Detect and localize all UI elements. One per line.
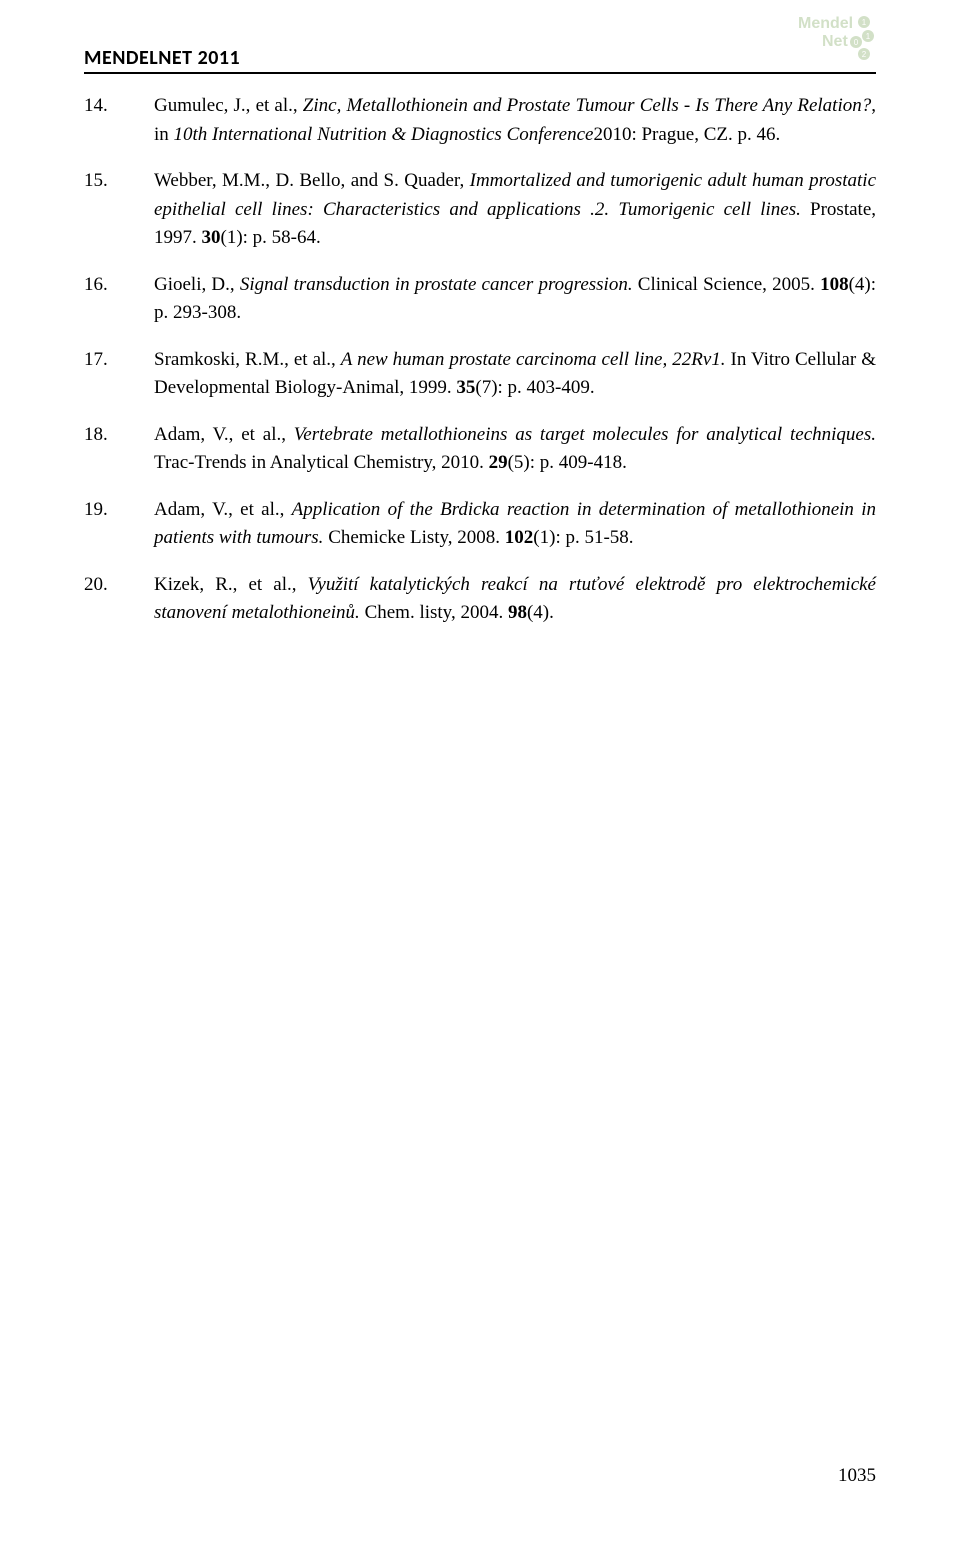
ref-title: Vertebrate metallothioneins as target mo… (294, 424, 876, 445)
ref-volume: 98 (508, 602, 527, 623)
page: Mendel Net 1 1 0 2 MENDELNET 2011 14. Gu… (0, 0, 960, 1541)
reference-body: Gioeli, D., Signal transduction in prost… (154, 271, 876, 328)
reference-body: Webber, M.M., D. Bello, and S. Quader, I… (154, 167, 876, 253)
svg-text:1: 1 (862, 18, 867, 27)
ref-volume: 29 (489, 452, 508, 473)
ref-authors: Gumulec, J., et al., (154, 95, 303, 116)
reference-item: 17. Sramkoski, R.M., et al., A new human… (84, 346, 876, 403)
ref-volume: 30 (202, 227, 221, 248)
reference-item: 20. Kizek, R., et al., Využití katalytic… (84, 571, 876, 628)
references-list: 14. Gumulec, J., et al., Zinc, Metalloth… (84, 92, 876, 628)
ref-rest: Clinical Science, 2005. (633, 274, 820, 295)
reference-number: 18. (84, 421, 154, 478)
reference-number: 15. (84, 167, 154, 253)
ref-volume: 35 (456, 377, 475, 398)
ref-authors: Webber, M.M., D. Bello, and S. Quader, (154, 170, 470, 191)
ref-rest: Trac-Trends in Analytical Chemistry, 201… (154, 452, 489, 473)
ref-rest: Chemicke Listy, 2008. (323, 527, 504, 548)
reference-item: 19. Adam, V., et al., Application of the… (84, 496, 876, 553)
ref-volume: 102 (505, 527, 534, 548)
reference-item: 16. Gioeli, D., Signal transduction in p… (84, 271, 876, 328)
ref-authors: Sramkoski, R.M., et al., (154, 349, 341, 370)
svg-text:1: 1 (866, 32, 871, 41)
ref-title: Zinc, Metallothionein and Prostate Tumou… (303, 95, 871, 116)
ref-venue: 10th International Nutrition & Diagnosti… (174, 124, 594, 145)
ref-rest: 2010: Prague, CZ. p. 46. (593, 124, 780, 145)
header-bar: MENDELNET 2011 (84, 46, 876, 74)
ref-title: A new human prostate carcinoma cell line… (341, 349, 726, 370)
ref-rest: Chem. listy, 2004. (360, 602, 508, 623)
ref-pages: (1): p. 51-58. (533, 527, 633, 548)
reference-number: 16. (84, 271, 154, 328)
svg-text:2: 2 (862, 50, 867, 59)
header-title: MENDELNET 2011 (84, 46, 240, 70)
ref-authors: Adam, V., et al., (154, 424, 294, 445)
ref-title: Signal transduction in prostate cancer p… (240, 274, 633, 295)
svg-text:0: 0 (854, 38, 859, 47)
reference-body: Kizek, R., et al., Využití katalytických… (154, 571, 876, 628)
reference-body: Adam, V., et al., Vertebrate metallothio… (154, 421, 876, 478)
ref-pages: (4). (527, 602, 554, 623)
logo-text-bottom: Net (822, 33, 848, 50)
ref-authors: Adam, V., et al., (154, 499, 292, 520)
ref-pages: (7): p. 403-409. (475, 377, 594, 398)
mendelnet-logo: Mendel Net 1 1 0 2 (798, 12, 876, 62)
reference-item: 14. Gumulec, J., et al., Zinc, Metalloth… (84, 92, 876, 149)
page-number: 1035 (838, 1465, 876, 1487)
reference-body: Adam, V., et al., Application of the Brd… (154, 496, 876, 553)
ref-pages: (5): p. 409-418. (508, 452, 627, 473)
ref-authors: Kizek, R., et al., (154, 574, 308, 595)
logo-text-top: Mendel (798, 15, 853, 32)
reference-number: 19. (84, 496, 154, 553)
reference-item: 18. Adam, V., et al., Vertebrate metallo… (84, 421, 876, 478)
reference-number: 20. (84, 571, 154, 628)
reference-body: Gumulec, J., et al., Zinc, Metallothione… (154, 92, 876, 149)
reference-item: 15. Webber, M.M., D. Bello, and S. Quade… (84, 167, 876, 253)
reference-number: 14. (84, 92, 154, 149)
reference-number: 17. (84, 346, 154, 403)
ref-pages: (1): p. 58-64. (221, 227, 321, 248)
ref-authors: Gioeli, D., (154, 274, 240, 295)
reference-body: Sramkoski, R.M., et al., A new human pro… (154, 346, 876, 403)
ref-volume: 108 (820, 274, 849, 295)
